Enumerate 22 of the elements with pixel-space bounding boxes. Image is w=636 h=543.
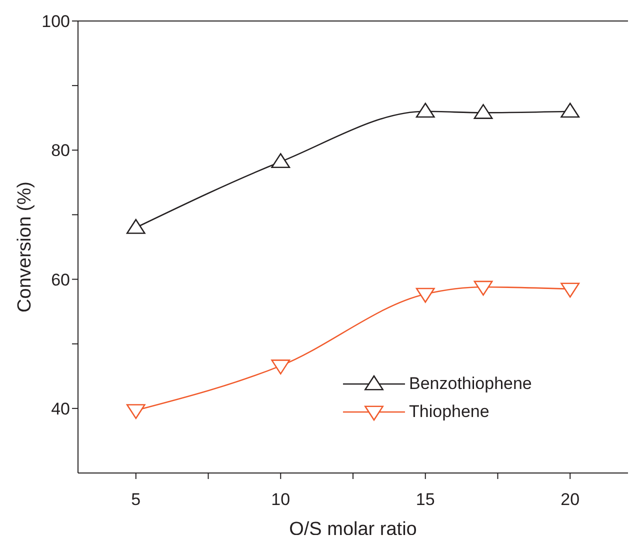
x-tick-label: 15 bbox=[416, 490, 435, 510]
y-tick-label: 80 bbox=[51, 141, 70, 160]
x-tick-label: 5 bbox=[131, 490, 141, 510]
x-axis-title: O/S molar ratio bbox=[289, 519, 417, 540]
y-tick-label: 40 bbox=[51, 399, 70, 418]
point bbox=[126, 404, 146, 420]
x-tick-label: 20 bbox=[560, 490, 580, 510]
y-axis-title: Conversion (%) bbox=[14, 182, 36, 312]
legend-label: Benzothiophene bbox=[409, 374, 532, 394]
point bbox=[126, 218, 146, 234]
point bbox=[474, 280, 493, 296]
x-tick-label: 10 bbox=[271, 490, 290, 510]
legend-label: Thiophene bbox=[409, 402, 490, 422]
point bbox=[560, 282, 580, 298]
y-tick-label: 60 bbox=[51, 270, 70, 290]
y-tick-label: 100 bbox=[42, 12, 70, 32]
point bbox=[271, 153, 290, 168]
point bbox=[560, 102, 580, 118]
point bbox=[474, 104, 493, 119]
point bbox=[416, 288, 435, 303]
point bbox=[416, 102, 435, 118]
point bbox=[271, 360, 290, 374]
